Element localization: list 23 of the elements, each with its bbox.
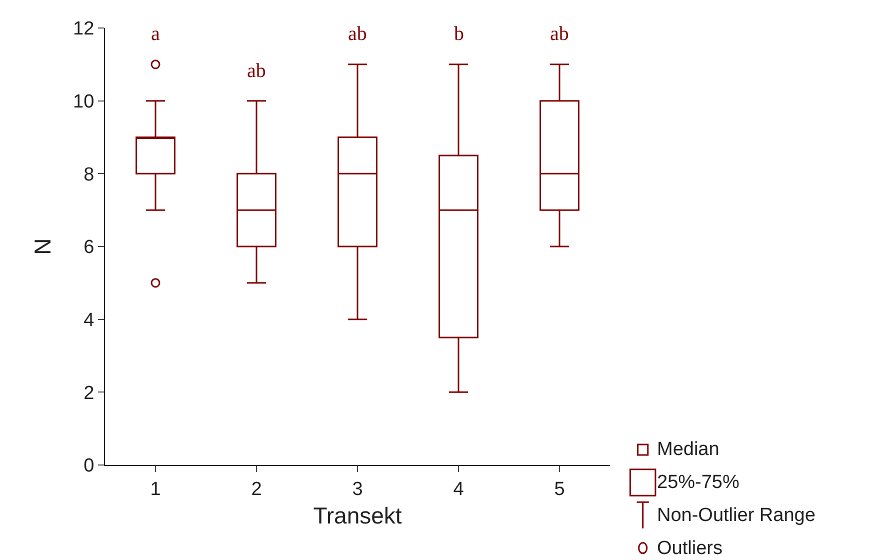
annotation: ab (550, 23, 569, 45)
annotation: ab (348, 23, 367, 45)
y-tick-label: 2 (84, 382, 94, 404)
annotation: b (454, 23, 464, 45)
y-axis-title: N (30, 238, 56, 255)
y-tick-label: 0 (84, 456, 94, 477)
x-axis-title: Transekt (313, 502, 402, 528)
y-tick-label: 10 (73, 91, 94, 112)
x-tick-label: 2 (251, 478, 262, 500)
y-tick-label: 8 (84, 164, 94, 186)
text: Outliers (657, 538, 722, 559)
x-tick-label: 1 (150, 478, 161, 500)
text: 25%-75% (657, 472, 740, 493)
x-tick-label: 5 (554, 478, 565, 500)
text: Non-Outlier Range (657, 505, 816, 526)
x-tick-label: 3 (352, 478, 363, 500)
x-tick-label: 4 (453, 478, 464, 500)
y-tick-label: 12 (73, 18, 94, 40)
y-tick-label: 6 (84, 237, 94, 258)
y-tick-label: 4 (84, 310, 95, 331)
annotation: ab (247, 60, 266, 82)
annotation: a (151, 23, 160, 45)
text: Median (657, 439, 720, 460)
